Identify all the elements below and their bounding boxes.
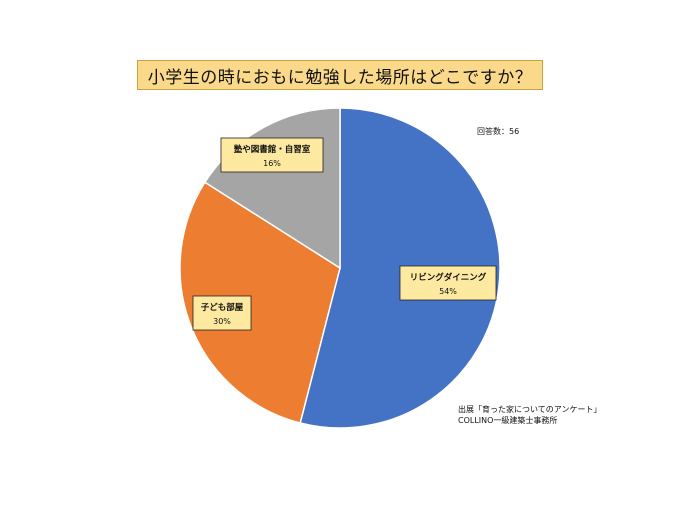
source-note: 出展「育った家についてのアンケート」 COLLINO一級建築士事務所	[458, 404, 601, 426]
slice-label-value: 16%	[263, 159, 281, 168]
slice-label-name: 子ども部屋	[201, 302, 244, 313]
chart-title: 小学生の時におもに勉強した場所はどこですか？	[137, 60, 543, 90]
pie-slice	[179, 181, 341, 424]
slice-label: 子ども部屋 30%	[192, 295, 252, 331]
slice-label: リビングダイニング 54%	[399, 265, 497, 301]
slice-label: 塾や図書館・自習室 16%	[220, 137, 324, 173]
slice-label-value: 54%	[439, 287, 457, 296]
slice-label-value: 30%	[213, 317, 231, 326]
slice-label-name: リビングダイニング	[410, 272, 487, 283]
slice-label-box	[399, 265, 497, 301]
source-line-2: COLLINO一級建築士事務所	[458, 416, 558, 425]
respondent-count: 回答数：56	[477, 127, 520, 136]
slice-label-box	[220, 137, 324, 173]
source-line-1: 出展「育った家についてのアンケート」	[458, 405, 602, 414]
slice-label-box	[192, 295, 252, 331]
slice-label-name: 塾や図書館・自習室	[234, 144, 311, 155]
